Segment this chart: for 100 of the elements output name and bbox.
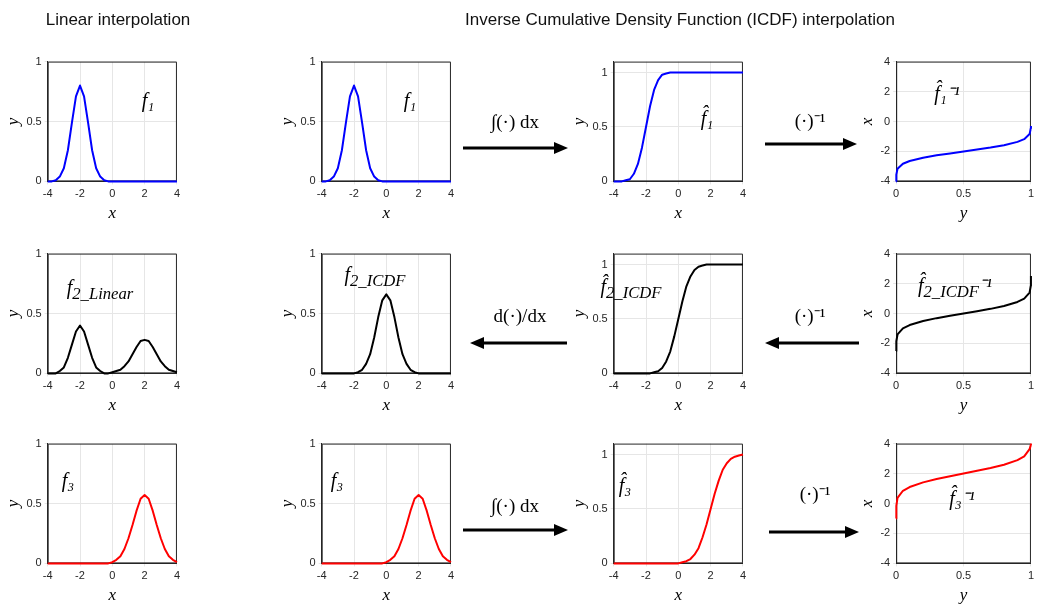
x-tick-label: 0 — [109, 569, 116, 582]
x-tick-label: 0 — [675, 379, 682, 392]
annotation: f̂₁⁻¹ — [934, 79, 960, 106]
x-tick-label: -2 — [641, 187, 651, 200]
y-tick-label: 0.5 — [300, 114, 316, 127]
x-tick-label: 4 — [739, 379, 746, 392]
y-tick-label: 0 — [309, 174, 316, 187]
x-tick-label: 1 — [1027, 569, 1034, 582]
annotation: f̂$_{2_ICDF}$⁻¹ — [917, 271, 993, 302]
x-tick-label: 2 — [707, 187, 714, 200]
annotation: f̂₁ — [700, 106, 714, 130]
y-tick-label: 1 — [35, 436, 42, 449]
x-axis-title: x — [107, 585, 117, 605]
y-axis-title: y — [276, 309, 296, 320]
x-tick-label: 1 — [1027, 379, 1034, 392]
x-tick-label: 0 — [675, 569, 682, 582]
x-tick-label: 4 — [447, 379, 454, 392]
y-tick-label: 2 — [884, 276, 891, 289]
y-tick-label: 0.5 — [592, 119, 608, 132]
annotation: f₁ — [141, 88, 155, 112]
y-tick-label: -4 — [880, 174, 891, 187]
y-axis-title: y — [2, 117, 22, 128]
text: d(·)/dx — [493, 305, 547, 327]
y-tick-label: 0 — [35, 366, 42, 379]
annotation: f₃ — [330, 468, 344, 492]
text: (·)⁻¹ — [799, 482, 831, 506]
x-axis-title: y — [957, 395, 968, 415]
x-tick-label: 0 — [893, 569, 900, 582]
x-tick-label: 0 — [893, 187, 900, 200]
x-tick-label: 2 — [141, 379, 148, 392]
y-tick-label: 0 — [35, 174, 42, 187]
y-tick-label: 1 — [601, 447, 608, 460]
x-tick-label: 4 — [447, 569, 454, 582]
y-tick-label: 0 — [601, 556, 608, 569]
y-axis-title: y — [568, 499, 588, 510]
y-tick-label: 4 — [884, 246, 891, 259]
y-tick-label: 0 — [884, 114, 891, 127]
y-tick-label: 0 — [35, 556, 42, 569]
x-tick-label: 0 — [383, 379, 390, 392]
x-tick-label: -2 — [349, 569, 359, 582]
annotation: f$_{2_Linear}$ — [66, 276, 134, 304]
x-tick-label: 2 — [707, 379, 714, 392]
x-tick-label: -2 — [641, 379, 651, 392]
y-tick-label: 1 — [309, 246, 316, 259]
x-axis-title: x — [381, 395, 391, 415]
x-tick-label: 2 — [415, 187, 422, 200]
x-tick-label: -2 — [75, 379, 85, 392]
x-axis-title: x — [381, 203, 391, 223]
x-tick-label: 4 — [173, 379, 180, 392]
x-tick-label: 0 — [675, 187, 682, 200]
y-tick-label: -4 — [880, 366, 891, 379]
x-tick-label: -2 — [75, 187, 85, 200]
x-tick-label: 4 — [173, 569, 180, 582]
x-axis-title: x — [673, 585, 683, 605]
text: (·)⁻¹ — [794, 109, 826, 133]
text: (·)⁻¹ — [794, 304, 826, 328]
x-tick-label: 4 — [739, 187, 746, 200]
x-tick-label: 4 — [447, 187, 454, 200]
annotation: f₃ — [61, 468, 75, 492]
x-tick-label: -2 — [641, 569, 651, 582]
y-tick-label: 0 — [884, 496, 891, 509]
y-tick-label: 0 — [309, 366, 316, 379]
y-axis-title: x — [856, 117, 876, 127]
y-tick-label: -2 — [880, 144, 891, 157]
text: ∫(·) dx — [491, 495, 539, 517]
chart-title: Linear interpolation — [45, 10, 191, 30]
x-axis-title: x — [381, 585, 391, 605]
x-axis-title: x — [107, 395, 117, 415]
y-tick-label: 0.5 — [26, 306, 42, 319]
y-tick-label: 0.5 — [300, 306, 316, 319]
y-axis-title: y — [276, 499, 296, 510]
x-tick-label: 2 — [707, 569, 714, 582]
x-axis-title: x — [673, 203, 683, 223]
y-tick-label: 0.5 — [26, 496, 42, 509]
y-tick-label: 1 — [601, 65, 608, 78]
y-tick-label: 0.5 — [26, 114, 42, 127]
y-axis-title: x — [856, 499, 876, 509]
y-tick-label: 1 — [35, 54, 42, 67]
x-tick-label: -2 — [349, 379, 359, 392]
x-axis-title: x — [107, 203, 117, 223]
y-axis-title: x — [856, 309, 876, 319]
annotation: f₁ — [403, 88, 417, 112]
y-tick-label: -2 — [880, 336, 891, 349]
y-tick-label: 1 — [35, 246, 42, 259]
y-axis-title: y — [568, 117, 588, 128]
x-tick-label: 0 — [383, 569, 390, 582]
y-tick-label: 0 — [601, 366, 608, 379]
y-tick-label: 0.5 — [300, 496, 316, 509]
annotation: f̂₃ — [618, 473, 632, 497]
annotation: f̂₃⁻¹ — [949, 484, 975, 511]
y-axis-title: y — [276, 117, 296, 128]
y-axis-title: y — [568, 309, 588, 320]
y-tick-label: -2 — [880, 526, 891, 539]
x-tick-label: 2 — [415, 379, 422, 392]
x-tick-label: 0.5 — [955, 187, 972, 200]
annotation: f$_{2_ICDF}$ — [344, 263, 406, 291]
y-axis-title: y — [2, 309, 22, 320]
x-tick-label: -2 — [75, 569, 85, 582]
y-tick-label: 4 — [884, 54, 891, 67]
y-tick-label: 4 — [884, 436, 891, 449]
